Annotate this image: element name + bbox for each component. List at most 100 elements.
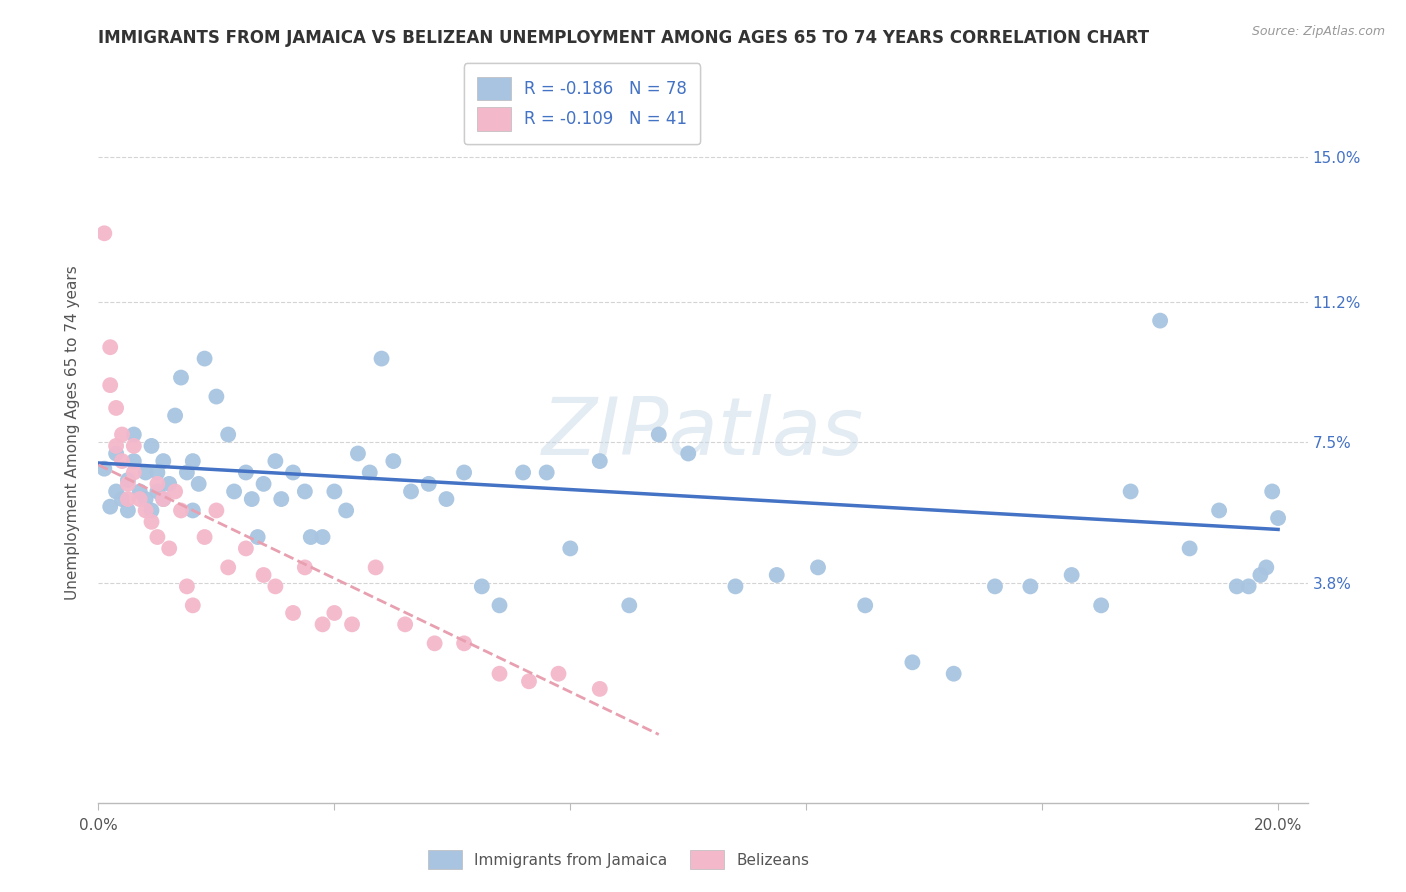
Text: IMMIGRANTS FROM JAMAICA VS BELIZEAN UNEMPLOYMENT AMONG AGES 65 TO 74 YEARS CORRE: IMMIGRANTS FROM JAMAICA VS BELIZEAN UNEM… — [98, 29, 1150, 47]
Point — [1060, 568, 1083, 582]
Point — [517, 674, 540, 689]
Text: ZIPatlas: ZIPatlas — [541, 393, 865, 472]
Point — [176, 466, 198, 480]
Point — [128, 491, 150, 506]
Point — [128, 484, 150, 499]
Point — [423, 636, 446, 650]
Point — [724, 579, 747, 593]
Point — [281, 466, 304, 480]
Point — [105, 446, 128, 460]
Point — [560, 541, 582, 556]
Point — [1178, 541, 1201, 556]
Point — [222, 484, 245, 499]
Point — [176, 579, 198, 593]
Point — [105, 484, 128, 499]
Y-axis label: Unemployment Among Ages 65 to 74 years: Unemployment Among Ages 65 to 74 years — [65, 265, 80, 600]
Point — [1149, 313, 1171, 327]
Point — [122, 439, 145, 453]
Point — [299, 530, 322, 544]
Point — [589, 454, 612, 468]
Point — [170, 503, 193, 517]
Point — [418, 476, 440, 491]
Point — [619, 599, 641, 613]
Point — [323, 606, 346, 620]
Point — [152, 454, 174, 468]
Point — [488, 666, 510, 681]
Point — [370, 351, 392, 366]
Point — [205, 390, 228, 404]
Point — [942, 666, 965, 681]
Point — [281, 606, 304, 620]
Point — [547, 666, 569, 681]
Point — [294, 484, 316, 499]
Point — [311, 530, 333, 544]
Point — [1119, 484, 1142, 499]
Point — [536, 466, 558, 480]
Point — [146, 530, 169, 544]
Point — [117, 491, 139, 506]
Point — [335, 503, 357, 517]
Point — [394, 617, 416, 632]
Point — [146, 476, 169, 491]
Point — [98, 378, 121, 392]
Point — [1249, 568, 1271, 582]
Point — [471, 579, 494, 593]
Point — [146, 466, 169, 480]
Point — [246, 530, 269, 544]
Point — [152, 491, 174, 506]
Point — [194, 530, 217, 544]
Point — [157, 541, 180, 556]
Point — [901, 656, 924, 670]
Point — [235, 466, 257, 480]
Point — [111, 491, 134, 506]
Text: Source: ZipAtlas.com: Source: ZipAtlas.com — [1251, 25, 1385, 38]
Point — [152, 491, 174, 506]
Point — [117, 473, 139, 487]
Point — [93, 227, 115, 241]
Point — [984, 579, 1007, 593]
Point — [105, 439, 128, 453]
Point — [1208, 503, 1230, 517]
Point — [122, 427, 145, 442]
Point — [294, 560, 316, 574]
Point — [157, 476, 180, 491]
Point — [240, 491, 263, 506]
Point — [399, 484, 422, 499]
Point — [1256, 560, 1278, 574]
Point — [453, 636, 475, 650]
Point — [252, 568, 274, 582]
Point — [436, 491, 458, 506]
Point — [135, 466, 157, 480]
Point — [181, 454, 204, 468]
Point — [364, 560, 387, 574]
Point — [111, 454, 134, 468]
Point — [181, 503, 204, 517]
Point — [141, 515, 163, 529]
Point — [165, 484, 187, 499]
Point — [98, 500, 121, 514]
Point — [359, 466, 381, 480]
Point — [323, 484, 346, 499]
Point — [122, 466, 145, 480]
Point — [181, 599, 204, 613]
Legend: R = -0.186   N = 78, R = -0.109   N = 41: R = -0.186 N = 78, R = -0.109 N = 41 — [464, 63, 700, 144]
Point — [488, 599, 510, 613]
Point — [765, 568, 787, 582]
Point — [264, 579, 287, 593]
Point — [141, 439, 163, 453]
Point — [1237, 579, 1260, 593]
Point — [98, 340, 121, 354]
Point — [1226, 579, 1249, 593]
Point — [93, 461, 115, 475]
Point — [235, 541, 257, 556]
Point — [678, 446, 700, 460]
Point — [141, 503, 163, 517]
Point — [340, 617, 363, 632]
Point — [1090, 599, 1112, 613]
Point — [187, 476, 209, 491]
Point — [170, 370, 193, 384]
Point — [853, 599, 876, 613]
Point — [111, 427, 134, 442]
Point — [382, 454, 405, 468]
Point — [117, 503, 139, 517]
